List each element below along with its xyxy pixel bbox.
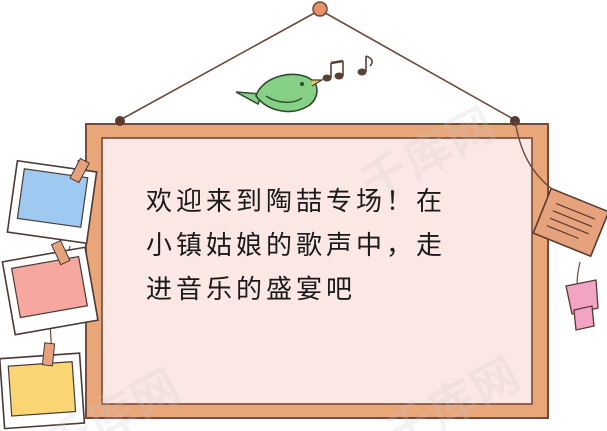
hanging-tag-icon [514,120,607,331]
nail-icon [312,1,328,17]
yellow-photo-icon [0,342,86,430]
board-surface [101,137,533,405]
blue-photo-icon [6,157,98,245]
message-line-1: 欢迎来到陶喆专场！在 [146,187,447,217]
greeting-message: 欢迎来到陶喆专场！在 小镇姑娘的歌声中，走 进音乐的盛宴吧 [146,180,526,312]
music-notes-icon [322,55,373,82]
message-line-2: 小镇姑娘的歌声中，走 [146,231,447,261]
left-nail-icon [115,116,125,126]
message-line-3: 进音乐的盛宴吧 [146,275,357,305]
pink-photo-icon [1,239,99,336]
hanging-string [119,9,516,121]
bird-icon [235,73,325,113]
